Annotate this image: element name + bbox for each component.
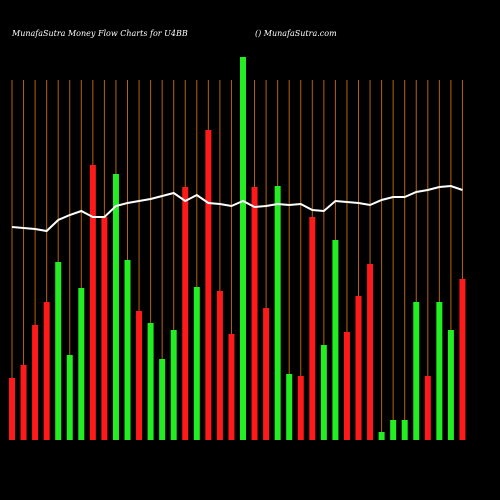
bar [263,308,270,440]
bar [251,187,258,440]
bar [343,332,350,440]
bar [193,287,200,440]
bar [297,376,304,440]
bar [309,217,316,440]
bar [332,240,339,440]
chart-title: MunafaSutra Money Flow Charts for U4BB [11,29,188,38]
bar [32,325,39,440]
bar [55,262,62,440]
bar [205,130,212,440]
bar [216,291,223,440]
bar [240,57,246,440]
bar [182,187,189,440]
bar [413,302,420,440]
bar [228,334,235,440]
bar [436,302,443,440]
bar [367,264,374,440]
bar [124,260,131,440]
bar [320,345,327,440]
bar [20,365,27,440]
bar [459,279,466,440]
bar [390,420,397,440]
bar [401,420,408,440]
bar [78,288,85,440]
line [11,184,463,233]
bar [136,311,143,440]
bar [66,355,73,440]
bar [9,378,15,440]
bar [378,432,385,440]
bar [159,359,166,440]
bar [355,296,362,440]
bar [170,330,177,440]
chart-subtitle: () MunafaSutra.com [255,29,337,38]
bar [286,374,293,440]
bar [43,302,50,440]
bar [274,186,281,440]
bar [112,174,119,440]
bar [101,217,108,440]
bar [89,165,96,440]
bar [424,376,431,440]
bar [447,330,454,440]
bar [147,323,154,440]
